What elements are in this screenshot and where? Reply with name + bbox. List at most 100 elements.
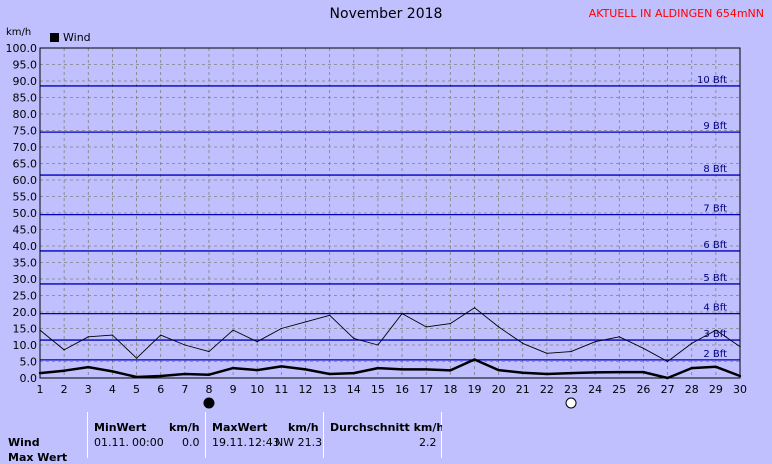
data-point-maximum <box>666 360 669 363</box>
y-tick-label: 50.0 <box>13 207 38 220</box>
x-tick-label: 9 <box>230 383 237 396</box>
data-point-average <box>642 370 645 374</box>
x-tick-label: 4 <box>109 383 116 396</box>
y-tick-label: 0.0 <box>20 372 38 385</box>
beaufort-label: 8 Bft <box>703 164 727 175</box>
x-tick-label: 13 <box>323 383 337 396</box>
y-tick-label: 10.0 <box>13 339 38 352</box>
max-unit: km/h <box>288 421 319 434</box>
max-header: MaxWert <box>212 421 268 434</box>
beaufort-label: 5 Bft <box>703 273 727 284</box>
plot-frame <box>39 47 741 379</box>
avg-value: 2.2 <box>419 436 437 449</box>
x-tick-label: 27 <box>661 383 675 396</box>
y-tick-label: 65.0 <box>13 158 38 171</box>
data-point-average <box>256 368 259 372</box>
data-point-maximum <box>715 329 717 331</box>
beaufort-label: 10 Bft <box>697 75 727 86</box>
x-tick-label: 21 <box>516 383 530 396</box>
legend: Wind <box>50 31 91 44</box>
data-point-maximum <box>39 329 41 331</box>
data-point-average <box>328 372 331 376</box>
y-tick-label: 80.0 <box>13 108 38 121</box>
min-date: 01.11. <box>94 436 129 449</box>
data-point-average <box>159 374 162 378</box>
min-unit: km/h <box>169 421 200 434</box>
min-header: MinWert <box>94 421 147 434</box>
max-value: NW 21.3 <box>275 436 323 449</box>
series-line-wind-maximum <box>39 307 741 362</box>
station-label: AKTUELL IN ALDINGEN 654mNN <box>588 7 764 20</box>
stats-min-cell: MinWert km/h 01.11. 00:00 0.0 <box>88 412 206 458</box>
stats-empty-cell <box>442 412 772 458</box>
y-tick-label: 95.0 <box>13 59 38 72</box>
x-tick-label: 3 <box>85 383 92 396</box>
y-tick-label: 60.0 <box>13 174 38 187</box>
x-tick-label: 28 <box>685 383 699 396</box>
x-tick-label: 25 <box>612 383 626 396</box>
x-tick-label: 22 <box>540 383 554 396</box>
data-point-maximum <box>280 327 282 330</box>
y-tick-label: 55.0 <box>13 191 38 204</box>
y-tick-label: 85.0 <box>13 92 38 105</box>
x-tick-label: 19 <box>467 383 481 396</box>
data-point-average <box>521 371 524 374</box>
data-point-average <box>111 370 114 373</box>
data-point-maximum <box>691 342 693 344</box>
data-point-average <box>87 365 90 369</box>
full-moon-icon <box>565 397 577 409</box>
data-point-average <box>449 369 452 372</box>
data-point-maximum <box>232 329 234 331</box>
data-point-average <box>62 369 66 372</box>
chart-title: November 2018 <box>329 6 443 22</box>
data-point-average <box>425 368 428 371</box>
beaufort-label: 9 Bft <box>703 121 727 132</box>
data-point-average <box>207 373 211 376</box>
x-tick-label: 5 <box>133 383 140 396</box>
data-point-maximum <box>739 346 741 348</box>
data-point-average <box>497 368 500 372</box>
data-point-maximum <box>184 344 186 346</box>
beaufort-label: 6 Bft <box>703 240 727 251</box>
x-tick-label: 16 <box>395 383 409 396</box>
x-tick-label: 15 <box>371 383 385 396</box>
new-moon-icon <box>203 397 215 409</box>
x-tick-label: 30 <box>733 383 747 396</box>
data-point-average <box>738 374 742 378</box>
data-point-maximum <box>473 307 476 309</box>
data-point-maximum <box>618 336 620 338</box>
data-point-average <box>473 358 476 361</box>
beaufort-label: 7 Bft <box>703 204 727 215</box>
y-tick-label: 70.0 <box>13 141 38 154</box>
data-point-average <box>183 372 187 376</box>
data-point-average <box>690 366 693 370</box>
y-tick-label: 90.0 <box>13 75 38 88</box>
stats-table: Wind Max Wert MinWert km/h 01.11. 00:00 … <box>0 412 772 464</box>
x-tick-label: 10 <box>250 383 264 396</box>
stats-avg-cell: Durchschnitt km/h 2.2 <box>324 412 444 458</box>
x-tick-label: 14 <box>347 383 361 396</box>
data-point-average <box>38 371 42 375</box>
data-point-average <box>135 375 138 379</box>
max-time: 12:43 <box>248 436 280 449</box>
x-tick-label: 20 <box>492 383 506 396</box>
x-tick-label: 11 <box>274 383 288 396</box>
data-point-maximum <box>256 341 258 343</box>
data-point-maximum <box>425 326 427 328</box>
series-line-wind-average <box>39 358 741 380</box>
beaufort-label: 3 Bft <box>703 329 727 340</box>
y-tick-label: 20.0 <box>13 306 38 319</box>
data-point-maximum <box>449 322 451 325</box>
data-point-maximum <box>111 334 114 336</box>
data-point-average <box>280 365 283 368</box>
x-tick-label: 7 <box>181 383 188 396</box>
x-tick-label: 23 <box>564 383 578 396</box>
data-point-maximum <box>377 344 379 346</box>
x-tick-label: 24 <box>588 383 602 396</box>
data-point-maximum <box>522 342 524 344</box>
data-point-maximum <box>642 347 645 349</box>
stats-max-cell: MaxWert km/h 19.11. 12:43 NW 21.3 <box>206 412 324 458</box>
y-tick-label: 35.0 <box>13 257 38 270</box>
max-date: 19.11. <box>212 436 247 449</box>
data-point-maximum <box>329 314 331 316</box>
